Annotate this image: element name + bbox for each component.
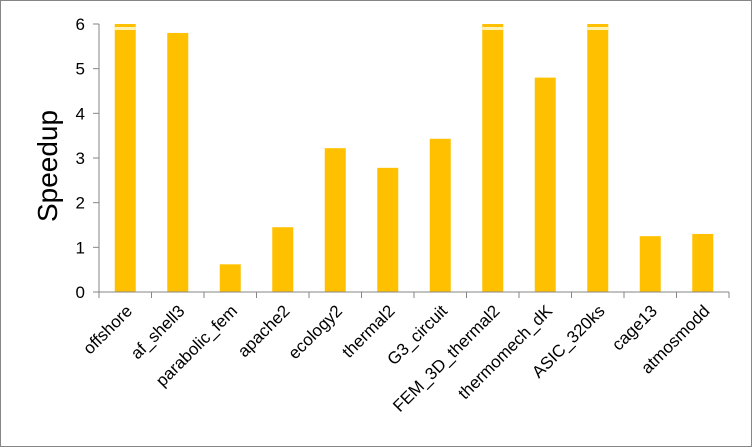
bar-FEM_3D_thermal2 xyxy=(482,24,504,292)
x-tick-label: thermomech_dK xyxy=(454,301,556,403)
y-tick-label: 5 xyxy=(76,60,85,79)
x-tick-label: apache2 xyxy=(234,301,294,361)
y-axis: 0 1 2 3 4 5 6 xyxy=(76,15,100,302)
bar-apache2 xyxy=(272,227,294,292)
y-axis-title: Speedup xyxy=(32,110,63,222)
x-axis-labels: offshoreaf_shell3parabolic_femapache2eco… xyxy=(79,301,713,416)
bar-thermal2 xyxy=(377,167,399,292)
bar-cage13 xyxy=(639,236,661,292)
bar-atmosmodd xyxy=(692,233,714,292)
bar-G3_circuit xyxy=(429,138,451,292)
clip-marker-ASIC_320ks xyxy=(587,27,609,30)
x-tick-label: cage13 xyxy=(608,301,661,354)
x-axis xyxy=(98,291,730,298)
x-tick-label: ecology2 xyxy=(285,301,347,363)
bar-ecology2 xyxy=(324,148,346,292)
bar-thermomech_dK xyxy=(534,77,556,292)
y-tick-label: 6 xyxy=(76,15,85,34)
clip-marker-offshore xyxy=(114,27,136,30)
bar-ASIC_320ks xyxy=(587,24,609,292)
bar-af_shell3 xyxy=(167,32,189,292)
bar-offshore xyxy=(114,24,136,292)
y-tick-label: 3 xyxy=(76,149,85,168)
y-tick-label: 0 xyxy=(76,283,85,302)
bars xyxy=(114,24,714,292)
clip-marker-FEM_3D_thermal2 xyxy=(482,27,504,30)
y-tick-label: 2 xyxy=(76,194,85,213)
y-tick-label: 1 xyxy=(76,238,85,257)
bar-parabolic_fem xyxy=(219,264,241,292)
y-tick-label: 4 xyxy=(76,104,85,123)
